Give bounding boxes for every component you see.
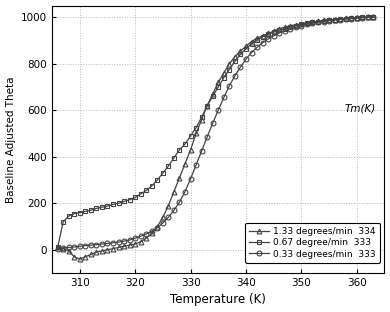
- Text: Tm(K): Tm(K): [345, 104, 376, 114]
- X-axis label: Temperature (K): Temperature (K): [170, 294, 266, 306]
- Legend: 1.33 degrees/min  334, 0.67 degree/min  333, 0.33 degrees/min  333: 1.33 degrees/min 334, 0.67 degree/min 33…: [245, 223, 380, 263]
- Y-axis label: Baseline Adjusted Theta: Baseline Adjusted Theta: [5, 76, 16, 202]
